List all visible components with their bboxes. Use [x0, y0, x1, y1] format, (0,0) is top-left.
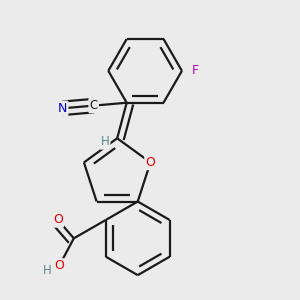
Text: H: H — [100, 136, 109, 148]
Text: O: O — [53, 213, 63, 226]
Text: F: F — [192, 64, 199, 77]
Text: H: H — [43, 264, 51, 277]
Text: C: C — [90, 99, 98, 112]
Text: O: O — [146, 156, 155, 169]
Text: O: O — [54, 260, 64, 272]
Text: N: N — [58, 102, 67, 115]
